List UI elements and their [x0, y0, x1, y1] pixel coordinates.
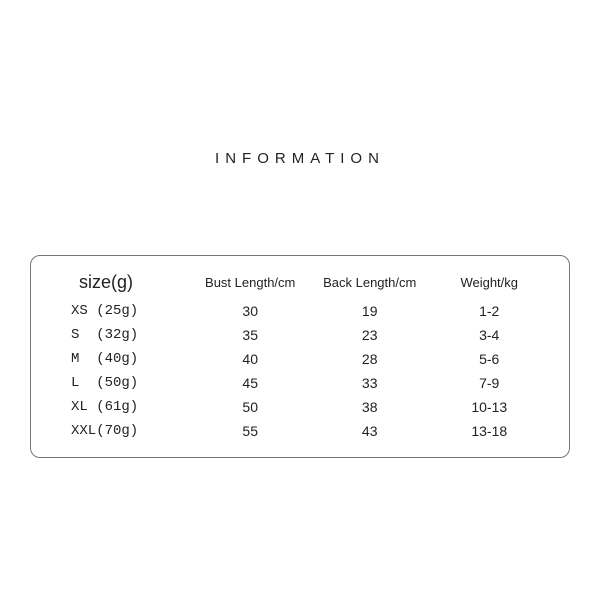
cell-bust: 40 — [190, 347, 310, 371]
cell-size: M (40g) — [51, 347, 190, 371]
cell-bust: 50 — [190, 395, 310, 419]
cell-bust: 35 — [190, 323, 310, 347]
table-header-row: size(g) Bust Length/cm Back Length/cm We… — [51, 268, 549, 299]
cell-back: 23 — [310, 323, 430, 347]
page: INFORMATION size(g) Bust Length/cm Back … — [0, 0, 600, 600]
cell-weight: 7-9 — [429, 371, 549, 395]
cell-back: 33 — [310, 371, 430, 395]
size-table: size(g) Bust Length/cm Back Length/cm We… — [51, 268, 549, 443]
cell-weight: 13-18 — [429, 419, 549, 443]
cell-bust: 45 — [190, 371, 310, 395]
table-row: S (32g) 35 23 3-4 — [51, 323, 549, 347]
cell-size: L (50g) — [51, 371, 190, 395]
cell-size: XXL(70g) — [51, 419, 190, 443]
cell-weight: 10-13 — [429, 395, 549, 419]
table-head: size(g) Bust Length/cm Back Length/cm We… — [51, 268, 549, 299]
cell-back: 43 — [310, 419, 430, 443]
cell-bust: 30 — [190, 299, 310, 323]
cell-size: XS (25g) — [51, 299, 190, 323]
table-body: XS (25g) 30 19 1-2 S (32g) 35 23 3-4 M (… — [51, 299, 549, 443]
table-row: XS (25g) 30 19 1-2 — [51, 299, 549, 323]
header-weight: Weight/kg — [429, 268, 549, 299]
table-row: XXL(70g) 55 43 13-18 — [51, 419, 549, 443]
cell-weight: 3-4 — [429, 323, 549, 347]
cell-back: 38 — [310, 395, 430, 419]
page-title: INFORMATION — [0, 150, 600, 167]
size-table-container: size(g) Bust Length/cm Back Length/cm We… — [30, 255, 570, 458]
table-row: L (50g) 45 33 7-9 — [51, 371, 549, 395]
header-size: size(g) — [51, 268, 190, 299]
table-row: M (40g) 40 28 5-6 — [51, 347, 549, 371]
cell-back: 28 — [310, 347, 430, 371]
cell-back: 19 — [310, 299, 430, 323]
header-back: Back Length/cm — [310, 268, 430, 299]
cell-weight: 5-6 — [429, 347, 549, 371]
cell-size: XL (61g) — [51, 395, 190, 419]
table-row: XL (61g) 50 38 10-13 — [51, 395, 549, 419]
cell-size: S (32g) — [51, 323, 190, 347]
cell-weight: 1-2 — [429, 299, 549, 323]
cell-bust: 55 — [190, 419, 310, 443]
header-bust: Bust Length/cm — [190, 268, 310, 299]
